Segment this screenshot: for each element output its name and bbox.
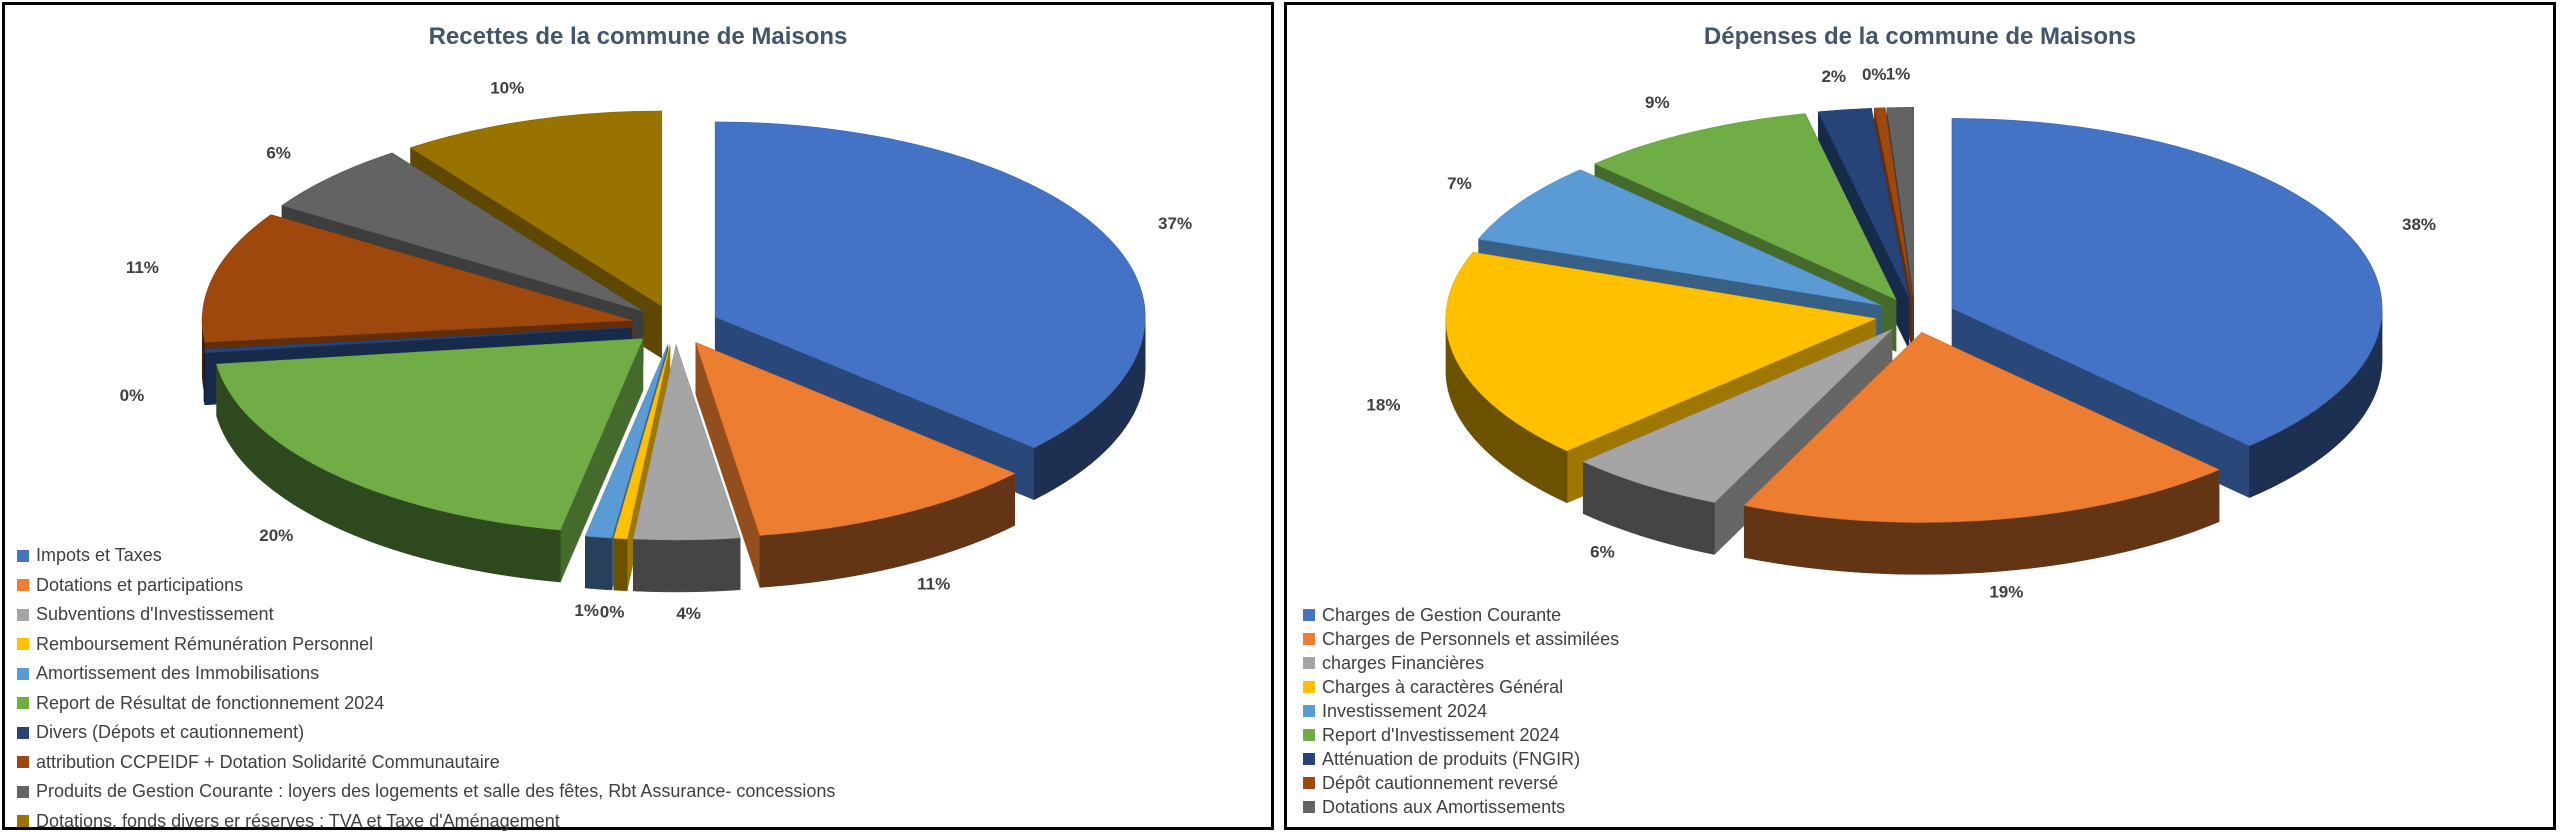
legend-label: Dotations aux Amortissements — [1322, 796, 1566, 817]
slice-label-1-3: 18% — [1366, 395, 1400, 414]
legend-item-0-3: Remboursement Rémunération Personnel — [17, 630, 835, 660]
legend-item-0-9: Dotations, fonds divers er réserves : TV… — [17, 807, 835, 836]
legend-swatch — [17, 756, 29, 769]
expense-chart-panel: Dépenses de la commune de Maisons 38% 19%… — [1284, 2, 2556, 830]
legend-swatch — [17, 638, 29, 651]
slice-label-1-0: 38% — [2402, 215, 2436, 234]
legend-label: Charges de Gestion Courante — [1322, 604, 1562, 625]
legend-label: Report de Résultat de fonctionnement 202… — [36, 692, 385, 713]
legend-item-1-7: Dépôt cautionnement reversé — [1303, 771, 1619, 795]
legend-item-1-4: Investissement 2024 — [1303, 699, 1619, 723]
legend-swatch — [1303, 729, 1315, 741]
slice-label-1-1: 19% — [1989, 583, 2023, 602]
legend-label: Atténuation de produits (FNGIR) — [1322, 748, 1581, 769]
legend-label: Impots et Taxes — [36, 545, 162, 566]
legend-label: attribution CCPEIDF + Dotation Solidarit… — [36, 751, 500, 772]
legend-item-0-1: Dotations et participations — [17, 571, 835, 601]
slice-label-1-6: 2% — [1821, 67, 1846, 86]
legend-item-1-2: charges Financières — [1303, 651, 1619, 675]
legend-label: Subventions d'Investissement — [36, 604, 274, 625]
legend-label: Dépôt cautionnement reversé — [1322, 772, 1559, 793]
legend-swatch — [1303, 753, 1315, 765]
slice-label-0-2: 4% — [676, 604, 701, 623]
legend-item-1-5: Report d'Investissement 2024 — [1303, 723, 1619, 747]
legend-item-0-7: attribution CCPEIDF + Dotation Solidarit… — [17, 748, 835, 778]
legend-label: Amortissement des Immobilisations — [36, 663, 320, 684]
slice-label-1-4: 7% — [1447, 174, 1472, 193]
legend-swatch — [1303, 609, 1315, 621]
pie-slice-0-1 — [695, 342, 1016, 588]
revenue-legend: Impots et Taxes Dotations et participatio… — [17, 541, 835, 836]
pie-slice-1-1 — [1743, 331, 2220, 575]
slice-label-0-8: 6% — [266, 143, 291, 162]
expense-legend: Charges de Gestion Courante Charges de Pe… — [1303, 603, 1619, 827]
legend-item-0-2: Subventions d'Investissement — [17, 600, 835, 630]
legend-swatch — [17, 549, 29, 562]
legend-swatch — [1303, 801, 1315, 813]
expense-pie-chart: 38% 19% 6% 18% 7% 9% 2% 0% 1% — [1366, 65, 2436, 602]
legend-swatch — [17, 726, 29, 739]
legend-item-0-4: Amortissement des Immobilisations — [17, 659, 835, 689]
legend-swatch — [1303, 705, 1315, 717]
legend-swatch — [17, 608, 29, 621]
slice-label-0-1: 11% — [917, 575, 950, 594]
legend-label: Produits de Gestion Courante : loyers de… — [36, 781, 836, 802]
slice-label-0-5: 20% — [259, 526, 293, 545]
revenue-pie-chart: 37%11%4%0%1%20%0%11%6%10% — [120, 78, 1192, 623]
legend-item-0-0: Impots et Taxes — [17, 541, 835, 571]
legend-swatch — [17, 815, 29, 828]
legend-label: charges Financières — [1322, 652, 1485, 673]
legend-item-1-1: Charges de Personnels et assimilées — [1303, 627, 1619, 651]
expense-chart-title: Dépenses de la commune de Maisons — [1703, 23, 2137, 50]
legend-label: Investissement 2024 — [1322, 700, 1488, 721]
slice-label-1-5: 9% — [1645, 93, 1670, 112]
legend-label: Divers (Dépots et cautionnement) — [36, 722, 305, 743]
legend-label: Report d'Investissement 2024 — [1322, 724, 1560, 745]
slice-label-0-3: 0% — [600, 603, 625, 622]
legend-item-1-6: Atténuation de produits (FNGIR) — [1303, 747, 1619, 771]
legend-label: Remboursement Rémunération Personnel — [36, 633, 374, 654]
legend-swatch — [1303, 681, 1315, 693]
legend-label: Dotations et participations — [36, 574, 244, 595]
legend-item-0-5: Report de Résultat de fonctionnement 202… — [17, 689, 835, 719]
legend-swatch — [17, 667, 29, 680]
legend-item-1-8: Dotations aux Amortissements — [1303, 795, 1619, 819]
legend-swatch — [17, 579, 29, 592]
legend-item-1-3: Charges à caractères Général — [1303, 675, 1619, 699]
revenue-chart-panel: Recettes de la commune de Maisons 37% 11%… — [2, 2, 1274, 831]
slice-label-0-6: 0% — [120, 386, 145, 405]
legend-swatch — [17, 697, 29, 710]
legend-swatch — [1303, 633, 1315, 645]
legend-swatch — [17, 785, 29, 798]
legend-item-0-6: Divers (Dépots et cautionnement) — [17, 718, 835, 748]
slice-label-0-7: 11% — [126, 258, 159, 277]
slice-label-1-7: 0% — [1862, 65, 1887, 84]
legend-item-0-8: Produits de Gestion Courante : loyers de… — [17, 777, 835, 807]
legend-swatch — [1303, 657, 1315, 669]
slice-label-0-4: 1% — [574, 601, 599, 620]
legend-swatch — [1303, 777, 1315, 789]
legend-label: Dotations, fonds divers er réserves : TV… — [36, 810, 560, 831]
revenue-chart-title: Recettes de la commune de Maisons — [428, 23, 848, 50]
slice-label-0-9: 10% — [490, 78, 524, 97]
pie-slice-0-2 — [632, 343, 741, 593]
legend-label: Charges de Personnels et assimilées — [1322, 628, 1620, 649]
pie-slice-0-5 — [216, 338, 644, 583]
legend-item-1-0: Charges de Gestion Courante — [1303, 603, 1619, 627]
slice-label-1-8: 1% — [1886, 65, 1911, 84]
slice-label-1-2: 6% — [1590, 542, 1615, 561]
legend-label: Charges à caractères Général — [1322, 676, 1564, 697]
slice-label-0-0: 37% — [1158, 214, 1192, 233]
